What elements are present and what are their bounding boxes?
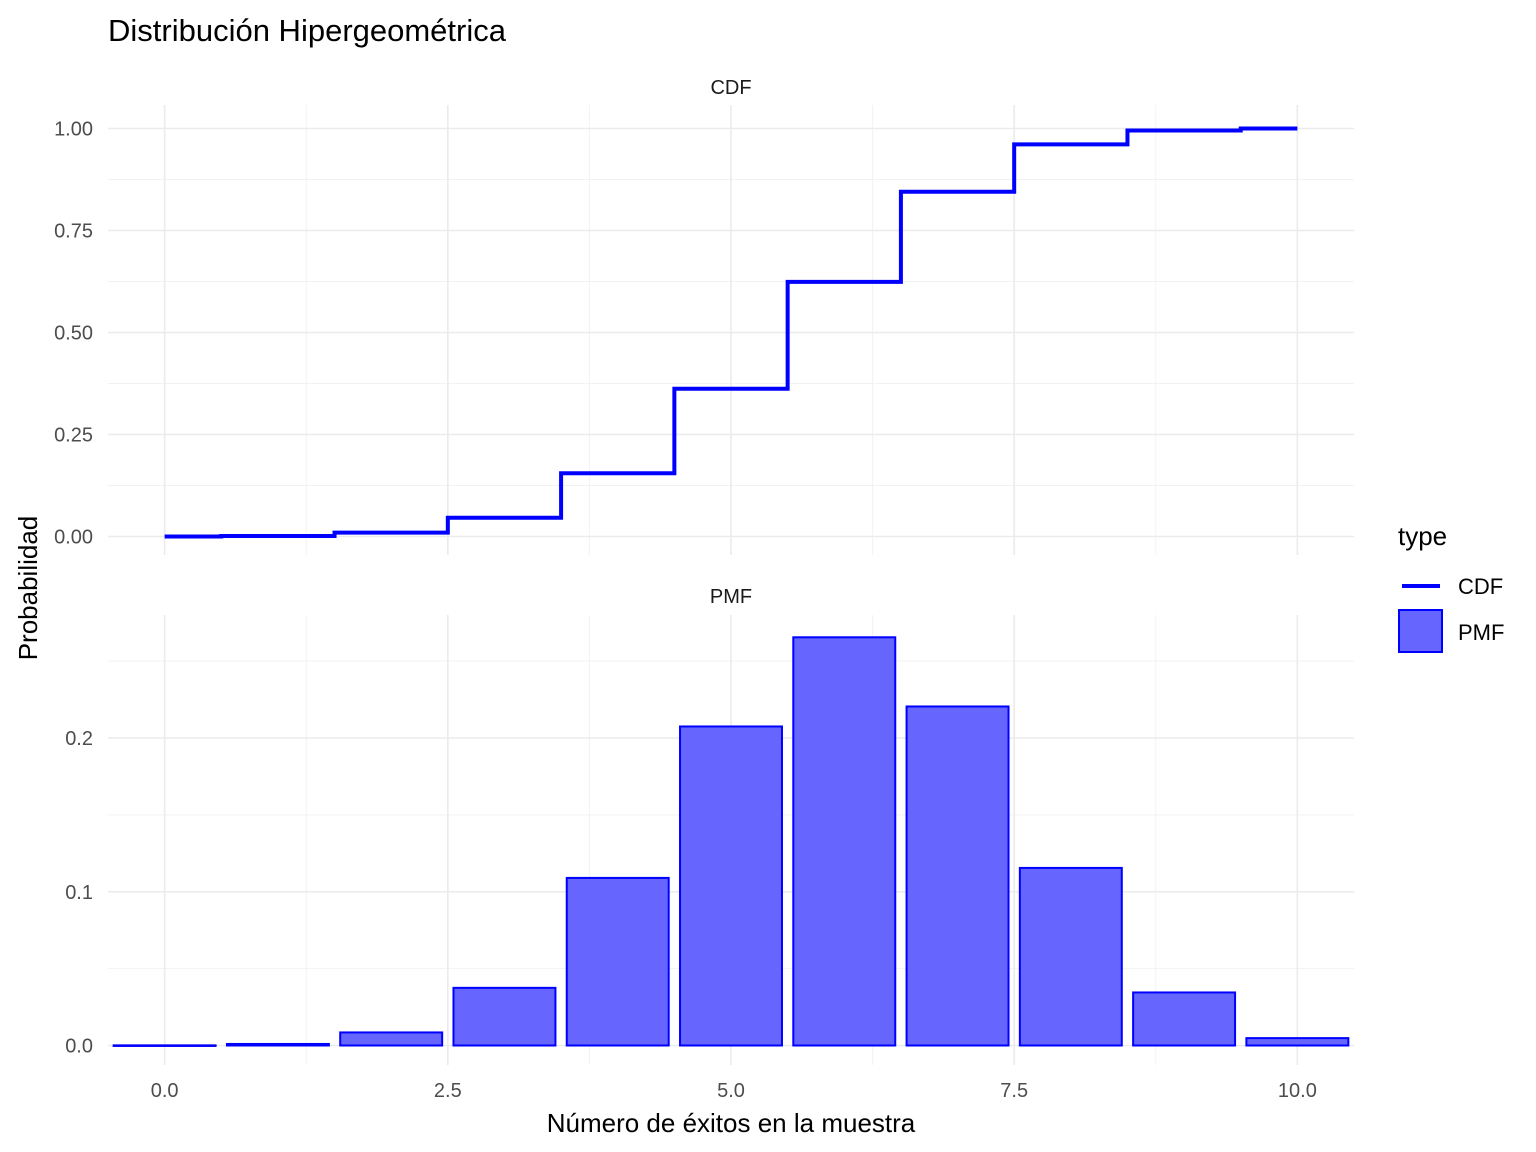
- pmf-bar: [792, 636, 897, 1047]
- pmf-panel-strip-label: PMF: [710, 586, 752, 608]
- x-tick-label: 5.0: [717, 1080, 745, 1102]
- legend: type CDF PMF: [1398, 521, 1504, 653]
- pmf-panel: 0.0 0.1 0.2: [65, 615, 1354, 1065]
- legend-title: type: [1398, 521, 1447, 551]
- x-tick-label: 0.0: [151, 1080, 179, 1102]
- pmf-bar: [1132, 991, 1237, 1047]
- y-tick-label: 0.1: [65, 882, 93, 904]
- y-tick-label: 0.25: [54, 425, 93, 447]
- pmf-bar: [1018, 866, 1123, 1047]
- pmf-bar: [905, 705, 1010, 1047]
- y-tick-label: 0.50: [54, 323, 93, 345]
- x-tick-label: 7.5: [1000, 1080, 1028, 1102]
- cdf-step-line: [164, 126, 1298, 539]
- legend-cdf-label: CDF: [1458, 574, 1503, 599]
- y-axis-label: Probabilidad: [13, 516, 43, 661]
- legend-pmf-label: PMF: [1458, 620, 1504, 645]
- y-tick-label: 0.00: [54, 527, 93, 549]
- y-tick-label: 0.75: [54, 221, 93, 243]
- x-axis-label: Número de éxitos en la muestra: [547, 1108, 916, 1138]
- y-tick-label: 1.00: [54, 119, 93, 141]
- pmf-bar: [679, 725, 783, 1047]
- pmf-bar: [1245, 1037, 1350, 1047]
- x-axis: 0.0 2.5 5.0 7.5 10.0: [151, 1080, 1317, 1102]
- pmf-bar: [565, 876, 670, 1047]
- y-tick-label: 0.2: [65, 728, 93, 750]
- x-tick-label: 2.5: [434, 1080, 462, 1102]
- y-tick-label: 0.0: [65, 1036, 93, 1058]
- x-tick-label: 10.0: [1278, 1080, 1317, 1102]
- pmf-bar: [452, 986, 557, 1047]
- legend-pmf-key: [1398, 609, 1443, 653]
- chart-title: Distribución Hipergeométrica: [108, 13, 507, 48]
- pmf-bar: [225, 1042, 330, 1047]
- pmf-bar: [339, 1031, 444, 1047]
- cdf-panel-strip-label: CDF: [710, 77, 751, 99]
- pmf-bar: [112, 1044, 217, 1047]
- cdf-panel: 0.00 0.25 0.50 0.75 1.00: [54, 105, 1354, 555]
